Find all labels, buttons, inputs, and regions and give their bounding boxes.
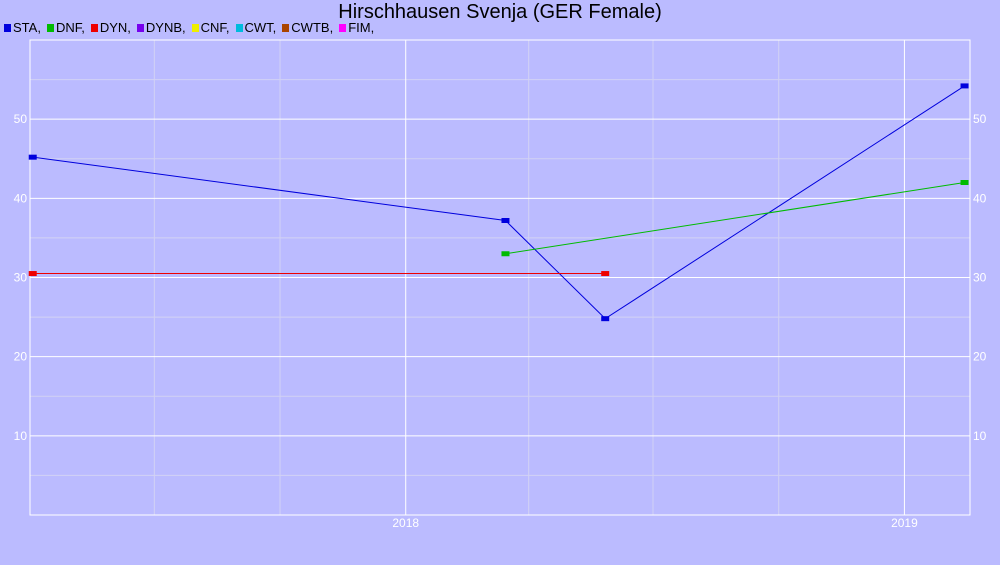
legend-item: DYN, xyxy=(90,20,131,35)
series-line xyxy=(32,85,965,320)
data-point xyxy=(960,83,969,89)
chart-title: Hirschhausen Svenja (GER Female) xyxy=(338,1,662,23)
legend-swatch xyxy=(136,24,144,32)
legend-swatch xyxy=(191,24,199,32)
legend-label: CNF, xyxy=(200,20,230,35)
legend-label: DYN, xyxy=(99,20,131,35)
legend-label: STA, xyxy=(13,20,41,35)
data-point xyxy=(501,218,510,223)
y-tick-label-left: 40 xyxy=(14,191,28,205)
plot-frame xyxy=(29,39,971,516)
data-point xyxy=(601,316,610,322)
series-line xyxy=(505,182,965,255)
legend-item: CWT, xyxy=(235,20,277,35)
y-tick-label-left: 30 xyxy=(14,271,28,285)
legend-label: FIM, xyxy=(348,20,375,35)
data-point xyxy=(601,271,610,277)
x-tick-label: 2018 xyxy=(392,516,419,530)
legend-item: STA, xyxy=(4,20,41,35)
data-point xyxy=(960,180,969,185)
data-point xyxy=(28,154,37,160)
legend-item: FIM, xyxy=(339,20,374,35)
grid-layer xyxy=(30,40,970,515)
data-point xyxy=(501,251,510,257)
y-tick-label-right: 10 xyxy=(973,429,987,443)
y-tick-label-left: 10 xyxy=(14,429,28,443)
legend-item: CWTB, xyxy=(282,20,333,35)
legend-swatch xyxy=(339,24,347,32)
y-tick-label-right: 30 xyxy=(973,271,987,285)
legend-swatch xyxy=(235,24,243,32)
series-layer xyxy=(28,83,969,322)
legend-item: DYNB, xyxy=(136,20,186,35)
y-tick-label-right: 40 xyxy=(973,191,987,205)
legend-swatch xyxy=(90,24,98,32)
legend: STA, DNF, DYN, DYNB, CNF, CWT, CWTB, FIM, xyxy=(4,20,380,35)
legend-label: CWTB, xyxy=(291,20,334,35)
legend-swatch xyxy=(46,24,54,32)
legend-swatch xyxy=(282,24,290,32)
legend-label: DYNB, xyxy=(145,20,186,35)
legend-item: CNF, xyxy=(191,20,230,35)
legend-label: CWT, xyxy=(244,20,277,35)
axis-layer: 10 10 20 20 30 30 40 40 50 50 2018 2019 xyxy=(14,39,987,530)
data-point xyxy=(28,271,37,277)
y-tick-label-left: 20 xyxy=(14,350,28,364)
x-tick-label: 2019 xyxy=(891,516,918,530)
legend-label: DNF, xyxy=(55,20,85,35)
legend-swatch xyxy=(4,24,11,32)
y-tick-label-right: 20 xyxy=(973,350,987,364)
legend-item: DNF, xyxy=(46,20,85,35)
y-tick-label-right: 50 xyxy=(973,112,987,126)
y-tick-label-left: 50 xyxy=(14,112,28,126)
